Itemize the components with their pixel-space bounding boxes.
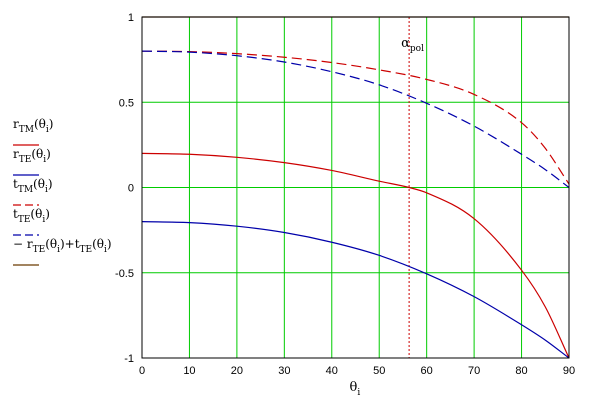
legend-part-rte-3: i <box>43 155 46 165</box>
legend-part-rte-1: TE <box>19 155 32 165</box>
y-tick-label-0: -1 <box>124 353 134 365</box>
legend-part-rtm-1: TM <box>19 125 34 135</box>
legend-part-rte-2: (θ <box>31 147 43 161</box>
x-tick-label-9: 90 <box>563 365 575 377</box>
legend-label-sum: − rTE(θi)+tTE(θi) <box>13 237 112 255</box>
legend-part-rte-4: ) <box>46 147 51 161</box>
series-line-ttm <box>141 50 570 185</box>
grid <box>141 16 570 359</box>
legend-part-sum-0: − r <box>13 237 33 251</box>
x-axis-title-base: θ <box>350 380 358 395</box>
legend-part-sum-8: ) <box>107 237 112 251</box>
legend-part-sum-7: i <box>104 245 107 255</box>
alpha-pol-sub: pol <box>410 44 424 54</box>
legend-part-rtm-3: i <box>46 125 49 135</box>
x-tick-label-2: 20 <box>231 365 243 377</box>
plot-frame <box>141 16 570 359</box>
y-tick-label-1: -0.5 <box>115 268 134 280</box>
legend-part-rtm-2: (θ <box>34 117 46 131</box>
alpha-pol-base: α <box>401 36 410 51</box>
legend-part-sum-3: i <box>57 245 60 255</box>
legend-label-tte: tTE(θi) <box>13 207 50 225</box>
legend-part-rtm-4: ) <box>49 117 54 131</box>
x-tick-label-8: 80 <box>515 365 527 377</box>
alpha-pol-label: αpol <box>401 36 424 54</box>
legend-part-sum-6: (θ <box>92 237 104 251</box>
x-tick-labels: 0 10 20 30 40 50 60 70 80 90 <box>139 365 575 377</box>
legend-part-tte-0: t <box>13 207 18 221</box>
legend: rTM(θi)rTE(θi)tTM(θi)tTE(θi)− rTE(θi)+tT… <box>13 117 112 266</box>
x-tick-label-6: 60 <box>421 365 433 377</box>
y-tick-label-3: 0.5 <box>119 97 134 109</box>
x-tick-label-4: 40 <box>326 365 338 377</box>
x-tick-label-3: 30 <box>278 365 290 377</box>
legend-part-ttm-1: TM <box>18 185 33 195</box>
legend-part-sum-4: )+t <box>60 237 80 251</box>
legend-part-tte-1: TE <box>18 215 31 225</box>
legend-part-ttm-2: (θ <box>33 177 45 191</box>
legend-part-tte-4: ) <box>45 207 50 221</box>
legend-part-sum-1: TE <box>33 245 46 255</box>
legend-part-ttm-0: t <box>13 177 18 191</box>
x-axis-title: θi <box>350 380 361 398</box>
series-line-rtm <box>141 152 570 359</box>
y-tick-labels: -1 -0.5 0 0.5 1 <box>115 12 134 365</box>
legend-part-ttm-3: i <box>45 185 48 195</box>
x-axis-title-sub: i <box>357 388 360 398</box>
legend-part-tte-2: (θ <box>30 207 42 221</box>
legend-part-rtm-0: r <box>13 117 19 131</box>
legend-part-sum-5: TE <box>80 245 93 255</box>
x-tick-label-1: 10 <box>183 365 195 377</box>
y-tick-label-4: 1 <box>128 12 134 24</box>
legend-label-rtm: rTM(θi) <box>13 117 53 135</box>
legend-part-rte-0: r <box>13 147 19 161</box>
y-tick-label-2: 0 <box>128 183 134 195</box>
x-tick-label-0: 0 <box>139 365 145 377</box>
legend-label-ttm: tTM(θi) <box>13 177 53 195</box>
legend-part-sum-2: (θ <box>45 237 57 251</box>
series-line-tte <box>141 50 570 188</box>
legend-part-tte-3: i <box>42 215 45 225</box>
legend-part-ttm-4: ) <box>48 177 53 191</box>
legend-label-rte: rTE(θi) <box>13 147 51 165</box>
x-tick-label-7: 70 <box>468 365 480 377</box>
series-line-rte <box>141 221 570 359</box>
x-tick-label-5: 50 <box>373 365 385 377</box>
